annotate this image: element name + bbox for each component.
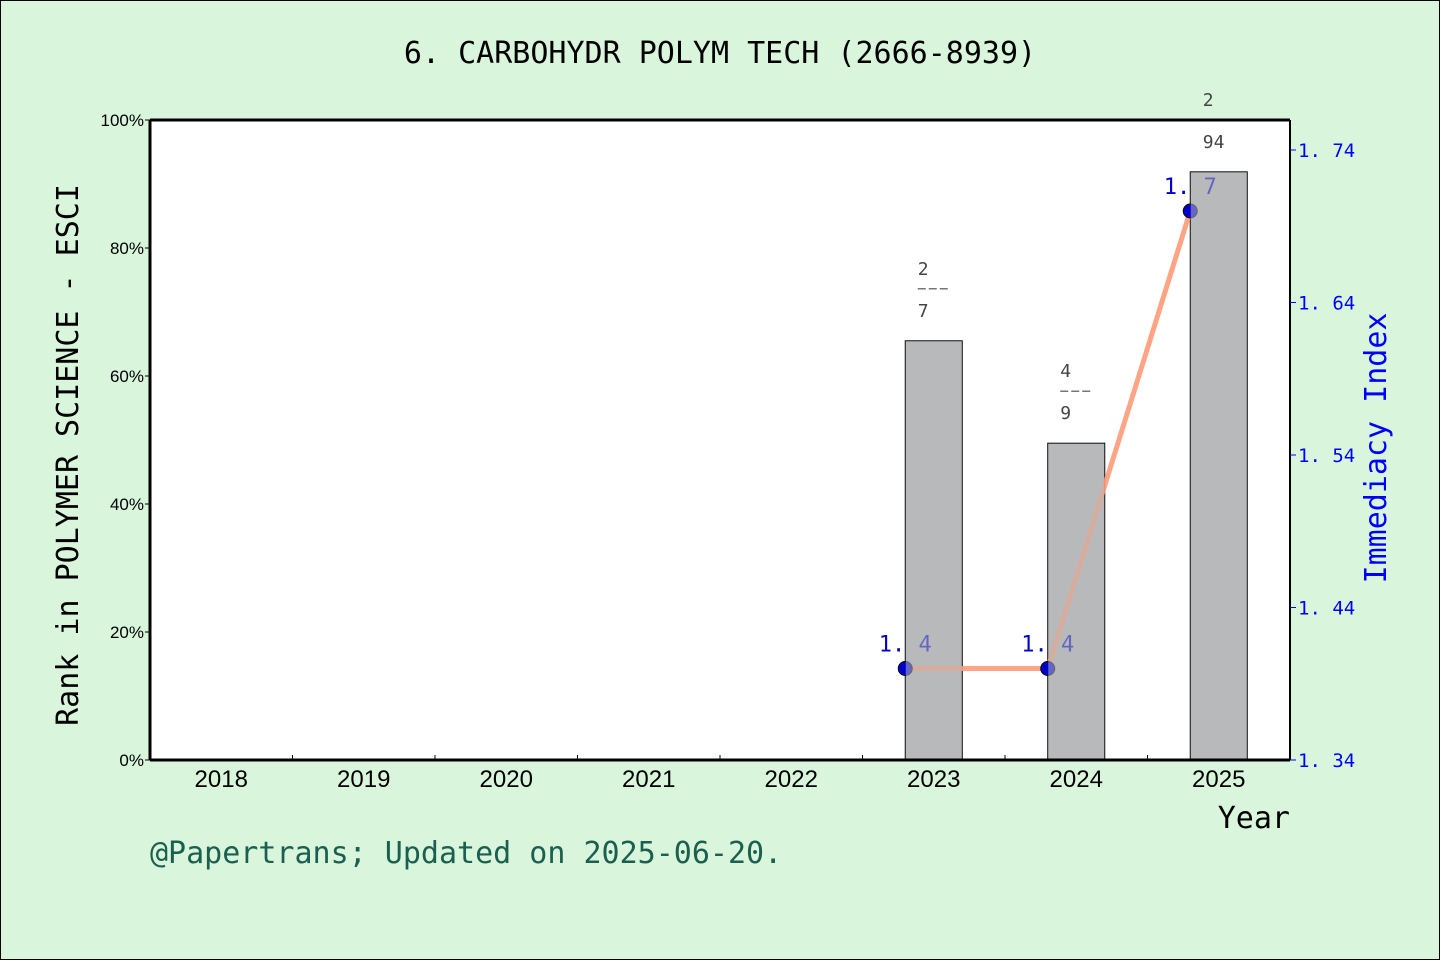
- bar-overlay: [905, 341, 962, 760]
- x-tick-label: 2021: [622, 766, 675, 793]
- y-axis-label: Rank in POLYMER SCIENCE - ESCI: [51, 184, 86, 726]
- x-tick-label: 2018: [195, 766, 248, 793]
- x-tick-label: 2025: [1192, 766, 1245, 793]
- x-tick-label: 2019: [337, 766, 390, 793]
- bar-label-numerator: 2: [1203, 90, 1214, 111]
- y-tick-label: 100%: [101, 111, 144, 130]
- x-tick-label: 2023: [907, 766, 960, 793]
- bar-label-denominator: 94: [1203, 132, 1225, 153]
- x-tick-label: 2022: [765, 766, 818, 793]
- bar-overlay: [1190, 172, 1247, 760]
- y2-tick-label: 1. 54: [1298, 445, 1355, 467]
- y2-tick-label: 1. 34: [1298, 750, 1355, 772]
- y-tick-label: 20%: [110, 623, 144, 642]
- bar-label-numerator: 2: [918, 259, 929, 280]
- y2-axis-label: Immediacy Index: [1359, 313, 1394, 584]
- y2-tick-label: 1. 44: [1298, 598, 1355, 620]
- bar-label-numerator: 4: [1060, 361, 1071, 382]
- y-tick-label: 0%: [119, 751, 144, 770]
- y-tick-label: 60%: [110, 367, 144, 386]
- x-tick-label: 2020: [480, 766, 533, 793]
- y-tick-label: 40%: [110, 495, 144, 514]
- x-tick-label: 2024: [1050, 766, 1103, 793]
- y2-tick-label: 1. 74: [1298, 140, 1355, 162]
- bar-overlay: [1048, 443, 1105, 760]
- chart-title: 6. CARBOHYDR POLYM TECH (2666-8939): [403, 36, 1037, 71]
- x-axis-label: Year: [1218, 801, 1290, 836]
- footer-credit: @Papertrans; Updated on 2025-06-20.: [150, 836, 783, 871]
- y2-tick-label: 1. 64: [1298, 293, 1355, 315]
- y-tick-label: 80%: [110, 239, 144, 258]
- bar-label-denominator: 9: [1060, 403, 1071, 424]
- bar-label-denominator: 7: [918, 301, 929, 322]
